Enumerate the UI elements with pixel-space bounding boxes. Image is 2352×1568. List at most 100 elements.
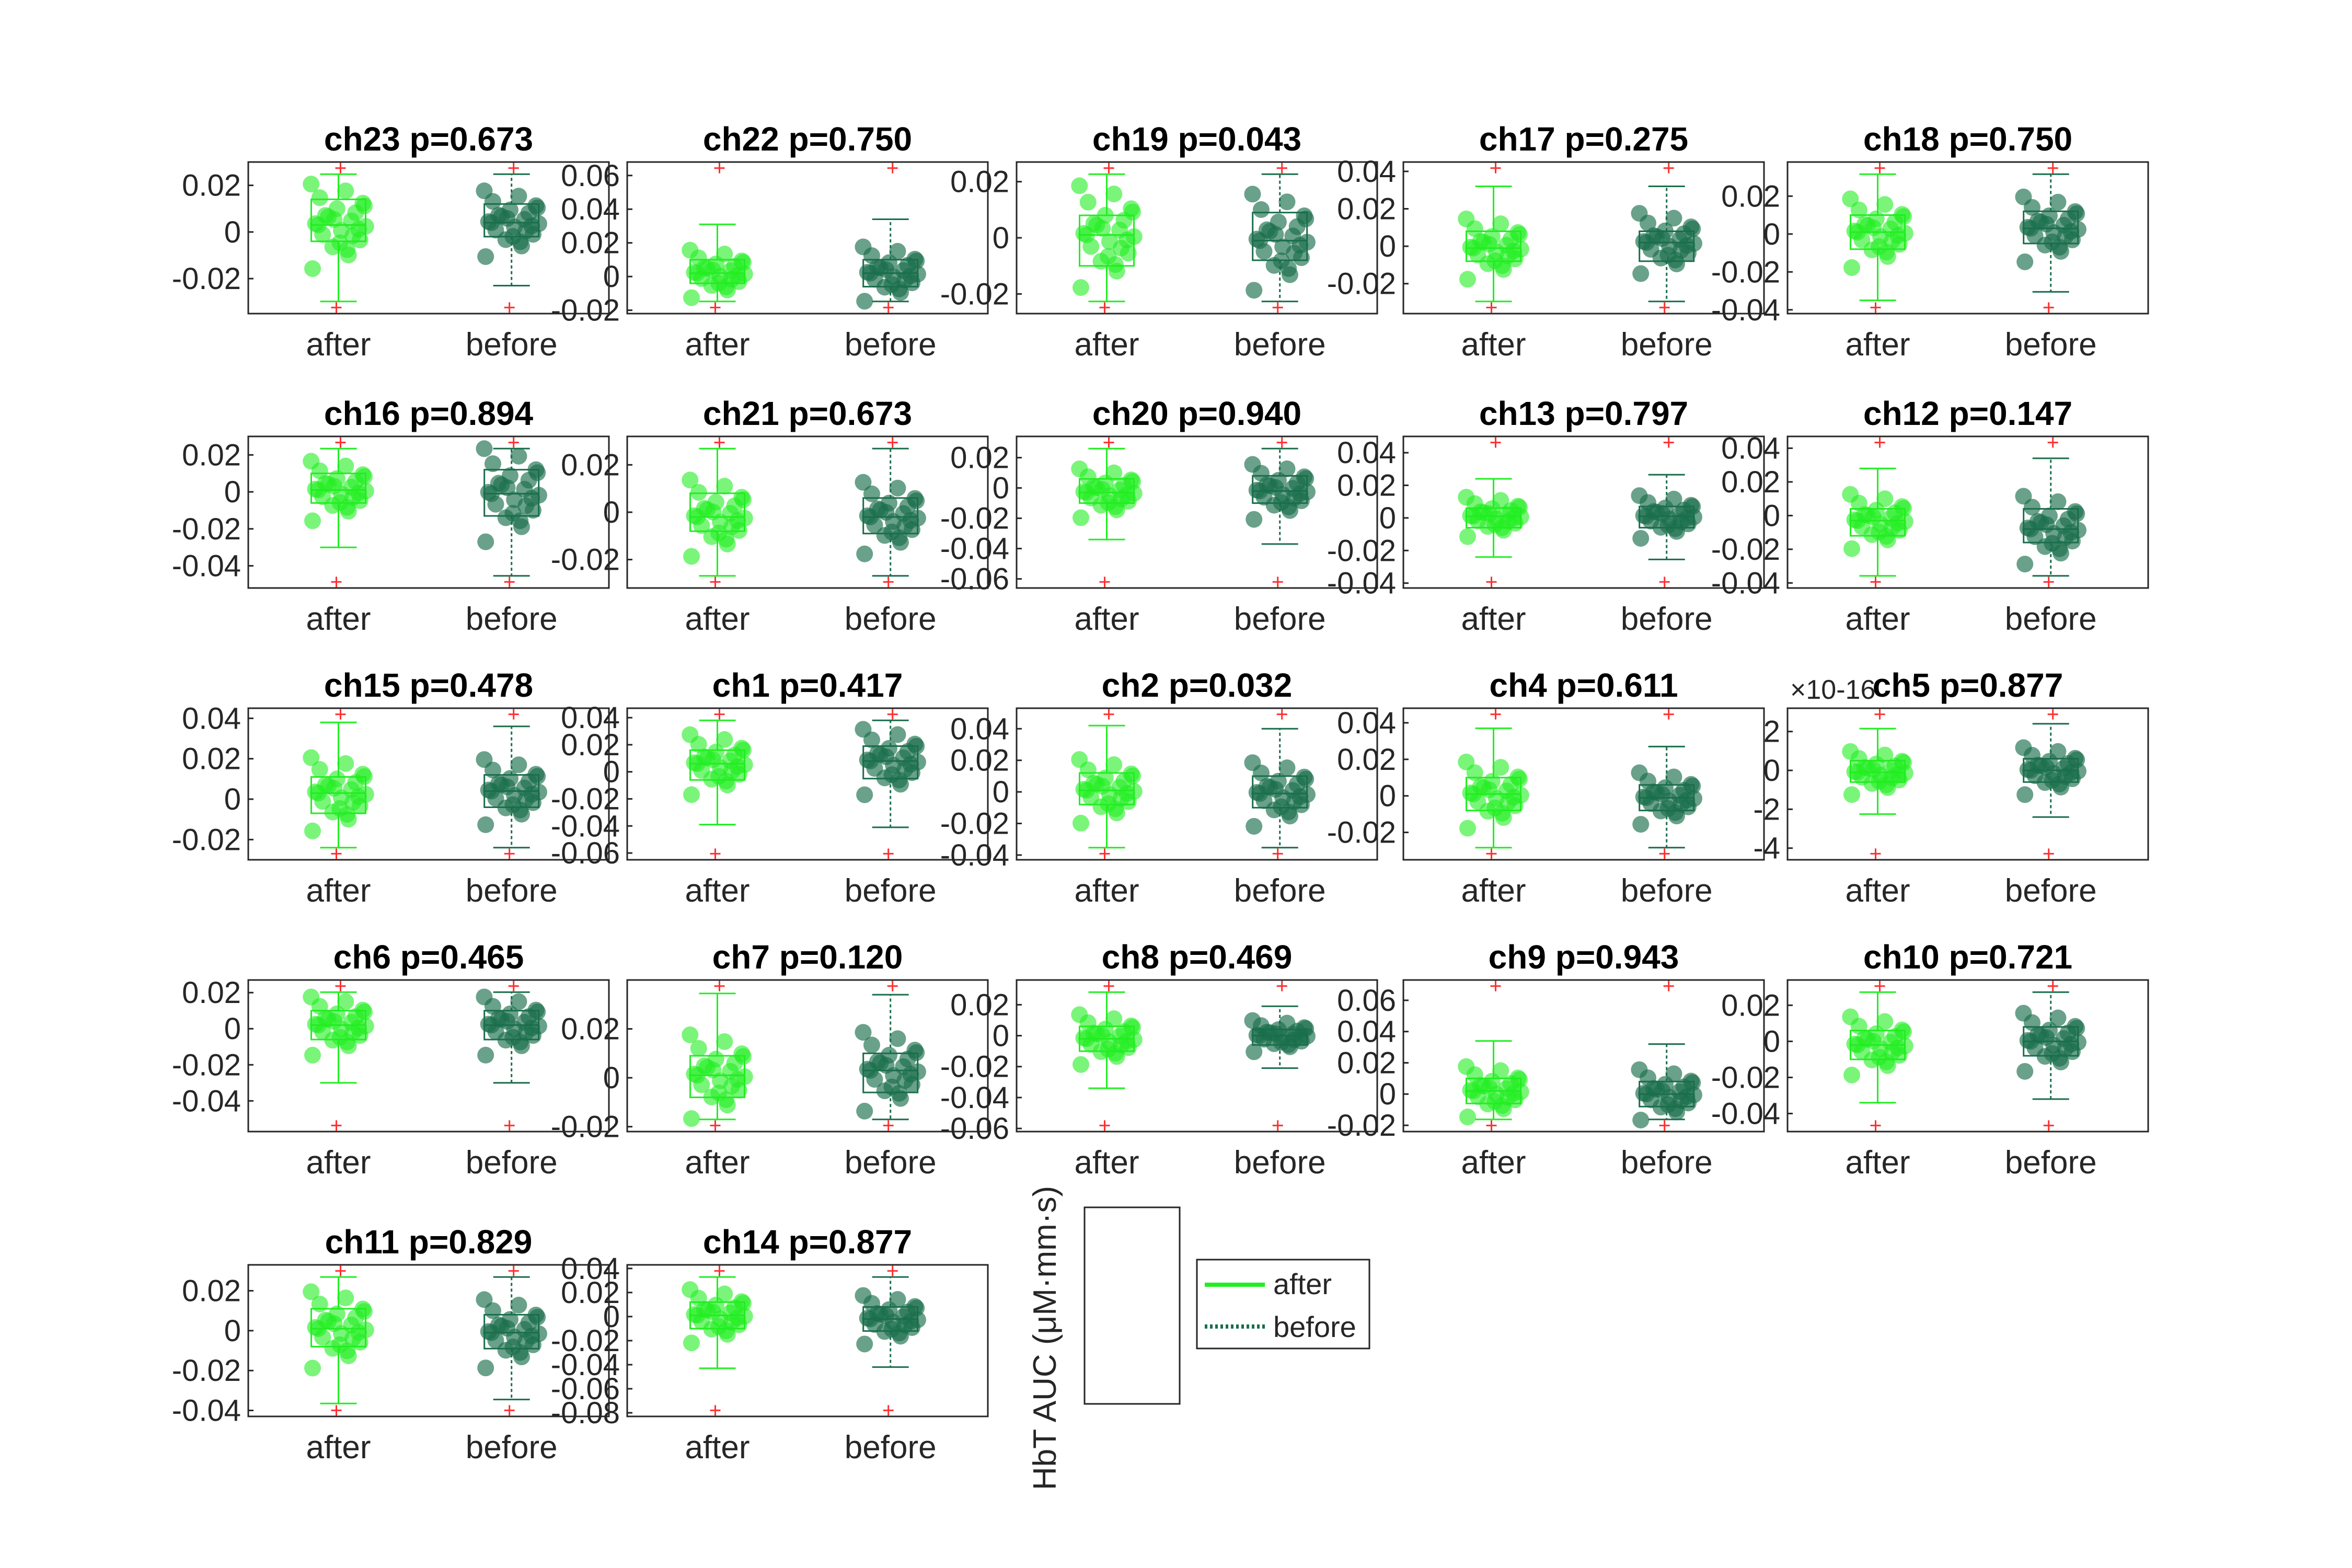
after-data-point (718, 773, 734, 790)
before-data-point (512, 512, 529, 529)
subplot-15: ch5 p=0.877×10-16 2 0 -2 -4 after before (1753, 666, 2149, 909)
panel-title: ch22 p=0.750 (703, 120, 912, 158)
before-data-point (1684, 220, 1701, 237)
after-data-point (311, 761, 328, 778)
panel-title: ch21 p=0.673 (703, 395, 912, 432)
before-outlier-marker (2043, 848, 2054, 859)
after-data-point (729, 512, 746, 529)
axes-box (1016, 707, 1378, 861)
x-category-label: before (466, 1145, 558, 1181)
before-data-point (908, 1044, 925, 1062)
after-data-point (1492, 1062, 1509, 1079)
before-data-point (523, 490, 540, 507)
before-outlier-marker (508, 1265, 519, 1276)
after-outlier-marker (1490, 163, 1501, 174)
legend: after before (1196, 1259, 1370, 1350)
x-category-label: before (1234, 327, 1326, 363)
y-tick-label: 0.04 (1337, 436, 1396, 470)
before-outlier-marker (1659, 1120, 1670, 1131)
after-data-point (729, 1071, 746, 1088)
x-category-label: before (2005, 1145, 2097, 1181)
before-data-point (855, 1024, 872, 1041)
subplot-1: ch23 p=0.673 0.02 0 -0.02 after before (172, 120, 610, 363)
y-tick-label: 0.04 (182, 701, 241, 735)
before-data-point (2022, 220, 2039, 237)
after-data-point (735, 491, 752, 509)
before-data-point (483, 1324, 500, 1341)
panel-title: ch12 p=0.147 (1863, 395, 2072, 432)
before-data-point (1632, 529, 1650, 547)
after-data-point (337, 457, 354, 475)
before-outlier-marker (1663, 163, 1674, 174)
y-tick-label: 0.04 (561, 701, 620, 735)
after-outlier-marker (331, 302, 342, 313)
after-outlier-marker (1099, 577, 1110, 587)
after-outlier-marker (1486, 302, 1497, 313)
before-outlier-marker (504, 302, 515, 313)
before-data-point (1667, 251, 1684, 269)
after-data-point (683, 1110, 700, 1127)
before-data-point (512, 1344, 529, 1361)
before-data-point (862, 264, 879, 282)
axes-box (1402, 161, 1765, 315)
after-data-point (310, 785, 327, 802)
after-data-point (1505, 789, 1522, 806)
after-data-point (310, 1017, 327, 1034)
after-outlier-marker (1486, 1120, 1497, 1131)
after-data-point (1124, 203, 1141, 221)
y-tick-label: 2 (1763, 715, 1780, 749)
before-data-point (510, 447, 527, 465)
before-data-point (862, 752, 879, 769)
after-data-point (1078, 1030, 1095, 1047)
x-category-label: after (1461, 873, 1526, 909)
after-data-point (304, 1046, 321, 1064)
y-tick-label: -0.04 (172, 549, 241, 583)
before-data-point (891, 771, 908, 789)
after-data-point (304, 512, 321, 529)
before-data-point (891, 1085, 908, 1102)
after-data-point (1843, 259, 1860, 276)
before-data-point (889, 1030, 906, 1047)
before-data-point (1665, 490, 1682, 508)
after-data-point (1459, 528, 1476, 545)
x-category-label: after (1461, 1145, 1526, 1181)
before-outlier-marker (887, 709, 898, 720)
after-data-point (303, 453, 320, 470)
after-outlier-marker (1099, 1120, 1110, 1131)
after-data-point (689, 264, 706, 282)
before-data-point (908, 737, 925, 755)
before-data-point (483, 1017, 500, 1034)
after-outlier-marker (1870, 848, 1881, 859)
before-data-point (1297, 770, 1315, 788)
after-data-point (310, 1320, 327, 1338)
after-data-point (1465, 239, 1482, 257)
y-tick-label: -0.04 (1711, 1097, 1780, 1131)
y-tick-label: -0.02 (551, 782, 620, 816)
y-tick-label: -0.04 (940, 1081, 1009, 1115)
y-tick-label: 0.02 (182, 1274, 241, 1308)
after-outlier-marker (1874, 981, 1885, 991)
before-outlier-marker (1659, 577, 1670, 587)
x-category-label: after (1845, 327, 1910, 363)
x-category-label: after (306, 873, 371, 909)
after-outlier-marker (1486, 848, 1497, 859)
before-data-point (856, 293, 873, 310)
before-data-point (891, 280, 908, 297)
subplot-14: ch4 p=0.611 0.040.020-0.02 after before (1327, 666, 1765, 909)
before-data-point (1684, 1074, 1701, 1091)
y-tick-label: -4 (1753, 832, 1780, 866)
y-tick-label: -0.02 (1327, 267, 1396, 301)
after-data-point (1105, 464, 1123, 481)
before-data-point (1631, 205, 1648, 222)
after-data-point (1459, 271, 1476, 288)
after-data-point (1458, 489, 1475, 506)
y-tick-label: -0.02 (551, 543, 620, 577)
after-data-point (682, 241, 699, 259)
legend-box (1196, 1259, 1370, 1350)
after-data-point (1878, 1053, 1895, 1070)
after-data-point (1842, 190, 1859, 207)
y-tick-label: 0.02 (1721, 179, 1780, 213)
after-data-point (356, 1303, 373, 1320)
before-data-point (2062, 223, 2080, 240)
y-tick-label: 0.02 (182, 976, 241, 1010)
